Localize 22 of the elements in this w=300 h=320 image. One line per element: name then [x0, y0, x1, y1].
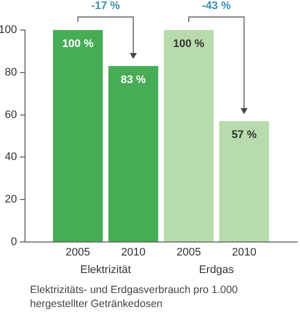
x-tick-label: 2005	[176, 246, 201, 259]
x-tick-label: 2010	[232, 246, 256, 259]
text: Elektrizitäts- und Erdgasverbrauch pro 1.000 hergestellter Getränkedosen	[30, 283, 239, 311]
data-label: 83 %	[120, 74, 146, 86]
text: Elektrizität	[80, 264, 131, 276]
bar	[108, 66, 158, 242]
text: -17 %	[91, 0, 120, 12]
y-tick-label: 60	[4, 108, 17, 121]
data-label: 100 %	[173, 38, 205, 50]
bar	[52, 30, 103, 242]
bar	[164, 30, 214, 242]
data-label: 100 %	[62, 38, 94, 50]
text: Erdgas	[198, 264, 234, 276]
bar	[219, 121, 270, 242]
data-label: 57 %	[232, 129, 257, 142]
y-tick-label: 20	[4, 194, 17, 206]
y-tick-label: 80	[4, 66, 17, 78]
y-tick-label: 40	[4, 151, 17, 164]
x-tick-label: 2010	[121, 246, 146, 259]
x-tick-label: 2005	[66, 246, 90, 259]
text: -43 %	[202, 0, 231, 12]
y-tick-label: 0	[10, 236, 17, 248]
